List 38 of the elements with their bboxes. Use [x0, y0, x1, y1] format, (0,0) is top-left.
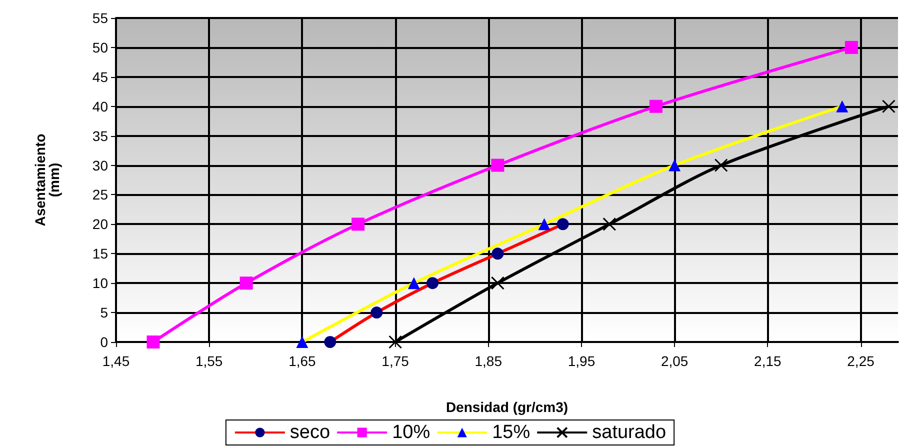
point — [240, 276, 253, 290]
point — [491, 158, 504, 172]
y-tick-label: 35 — [92, 128, 108, 144]
x-tick-label: 1,75 — [382, 353, 410, 369]
point — [714, 158, 728, 172]
point — [882, 100, 896, 114]
x-tick-label: 1,45 — [102, 353, 130, 369]
y-tick-label: 0 — [100, 334, 108, 350]
y-tick-label: 50 — [92, 39, 108, 56]
y-tick-label: 30 — [92, 157, 108, 174]
legend-label: 15% — [492, 422, 530, 443]
point — [388, 335, 402, 349]
x-tick-label: 2,25 — [847, 353, 875, 369]
point — [352, 218, 365, 231]
x-axis-title: Densidad (gr/cm3) — [446, 399, 568, 415]
y-tick-label: 5 — [100, 304, 108, 321]
x-tick-label: 1,55 — [195, 353, 223, 369]
y-tick-label: 20 — [92, 216, 108, 232]
x-tick-label: 2,05 — [660, 353, 688, 369]
point — [146, 336, 160, 348]
y-axis-title: Asentamiento (mm) — [32, 134, 62, 226]
x-tick-label: 2,15 — [754, 353, 782, 369]
legend-label: seco — [290, 422, 330, 443]
point — [490, 276, 504, 290]
legend-label: 10% — [392, 422, 430, 443]
y-tick-label: 45 — [92, 68, 108, 85]
x-tick-label: 1,65 — [288, 353, 316, 369]
x-tick-label: 1,85 — [474, 353, 502, 369]
point — [844, 40, 858, 54]
y-tick-label: 10 — [92, 275, 108, 292]
y-tick-label: 15 — [92, 246, 108, 262]
y-tick-label: 55 — [92, 10, 108, 26]
legend-label: saturado — [592, 422, 666, 443]
y-tick-label: 40 — [92, 98, 108, 114]
point — [649, 100, 662, 113]
point — [602, 217, 616, 231]
x-tick-label: 1,95 — [568, 353, 596, 369]
y-tick-label: 25 — [92, 186, 108, 203]
